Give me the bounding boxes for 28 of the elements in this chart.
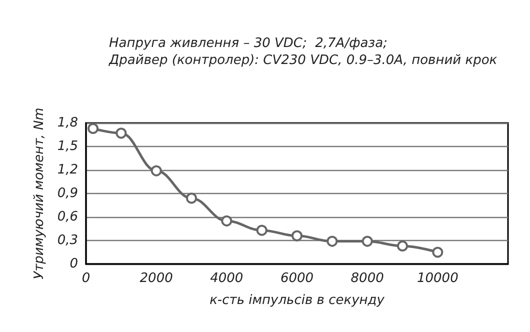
y-tick-label: 0,3 — [57, 233, 78, 248]
y-tick-label: 1,5 — [57, 139, 78, 154]
point — [292, 230, 302, 242]
x-tick-label: 8000 — [350, 271, 384, 286]
x-tick-label: 4000 — [210, 271, 244, 286]
point — [221, 215, 232, 226]
point — [150, 165, 162, 176]
x-tick-label: 10000 — [416, 271, 458, 286]
point — [432, 246, 444, 258]
point — [88, 122, 99, 134]
x-tick-label: 2000 — [140, 271, 173, 286]
point — [186, 192, 197, 204]
y-axis-title: Утримуючий момент, Nm — [32, 108, 47, 280]
point — [116, 128, 127, 139]
chart-subtitle: Драйвер (контролер): CV230 VDC, 0.9–3.0A, повний крок — [108, 53, 498, 68]
point — [397, 240, 408, 252]
y-tick-label: 0,6 — [57, 210, 78, 224]
x-axis-title: к-сть імпульсів в секунду — [210, 293, 385, 308]
point — [256, 224, 268, 236]
x-tick-label: 0 — [82, 271, 90, 286]
y-tick-label: 0 — [70, 256, 78, 272]
chart-title: Напруга живлення – 30 VDC; 2,7A/фаза; — [109, 36, 388, 51]
y-tick-label: 0,9 — [57, 186, 78, 201]
x-tick-label: 6000 — [280, 271, 314, 286]
point — [362, 236, 373, 247]
y-tick-label: 1,8 — [57, 116, 78, 130]
y-tick-label: 1,2 — [57, 162, 78, 178]
point — [326, 236, 338, 247]
